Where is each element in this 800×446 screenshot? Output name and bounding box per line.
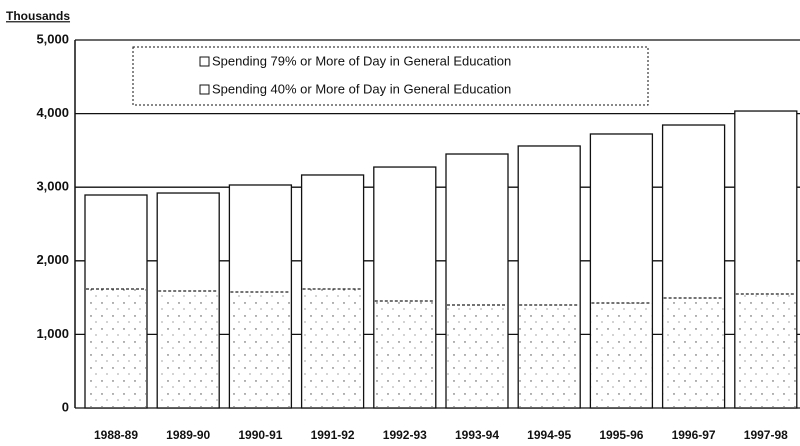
bar: [735, 293, 796, 407]
x-tick-label: 1988-89: [94, 428, 138, 442]
bar: [302, 288, 363, 407]
bar: [158, 290, 219, 407]
bar: [519, 305, 580, 407]
legend-swatch: [199, 84, 210, 95]
bar: [374, 300, 435, 407]
bar: [591, 302, 652, 407]
x-tick-label: 1994-95: [527, 428, 571, 442]
legend: [132, 46, 649, 106]
legend-swatch: [199, 56, 210, 67]
x-tick-label: 1993-94: [455, 428, 499, 442]
y-tick-label: 4,000: [36, 105, 69, 120]
x-tick-label: 1991-92: [311, 428, 355, 442]
legend-items: Spending 79% or More of Day in General E…: [199, 53, 511, 96]
y-tick-label: 0: [62, 399, 69, 414]
x-tick-label: 1992-93: [383, 428, 427, 442]
y-axis-label: Thousands: [6, 9, 70, 23]
legend-label: Spending 79% or More of Day in General E…: [212, 53, 511, 68]
y-tick-label: 2,000: [36, 252, 69, 267]
bar: [447, 305, 507, 407]
y-tick-label: 3,000: [36, 179, 69, 194]
x-tick-label: 1990-91: [238, 428, 282, 442]
x-tick-label: 1995-96: [599, 428, 643, 442]
bar: [230, 292, 291, 407]
bars: 1988-89 1989-90 1990-91 1991-92 1992-93 1993-…: [84, 110, 798, 442]
y-tick-label: 1,000: [36, 326, 69, 341]
x-tick-label: 1997-98: [744, 428, 788, 442]
bar: [86, 288, 146, 407]
x-tick-label: 1989-90: [166, 428, 210, 442]
y-tick-label: 5,000: [36, 31, 69, 46]
bar: [663, 297, 724, 407]
x-tick-label: 1996-97: [672, 428, 716, 442]
legend-label: Spending 40% or More of Day in General E…: [212, 81, 511, 96]
